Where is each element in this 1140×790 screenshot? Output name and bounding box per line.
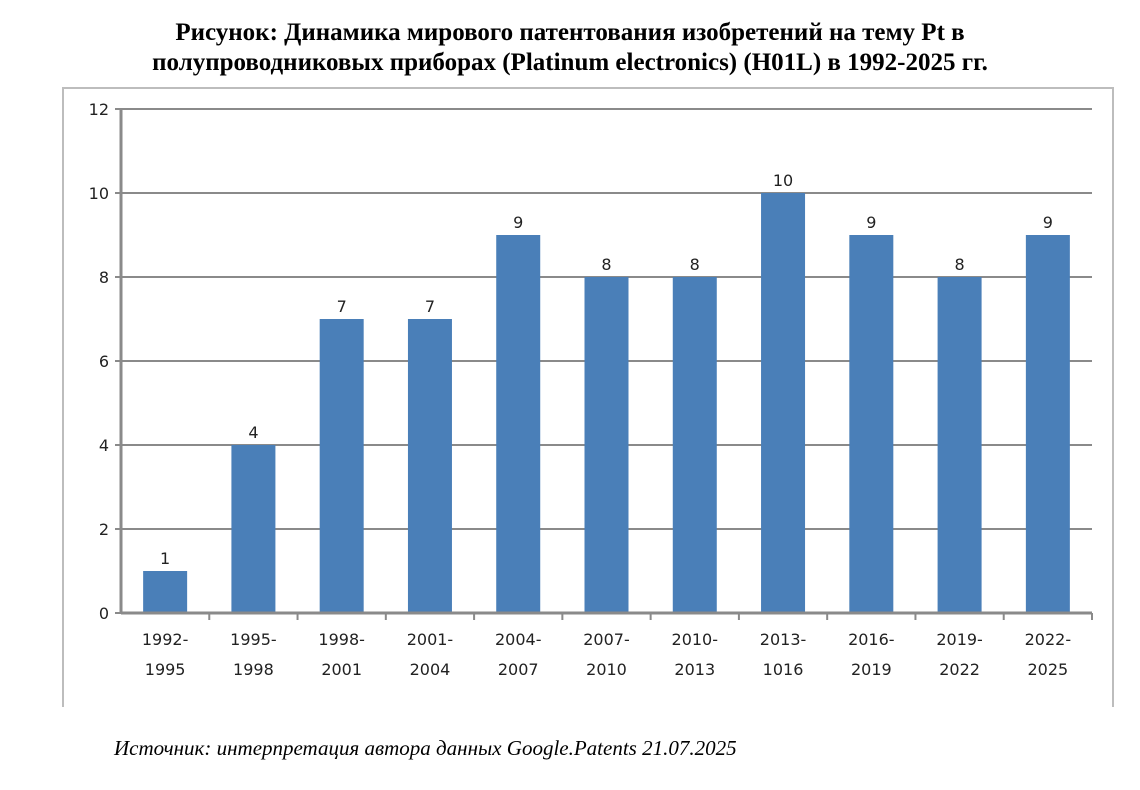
x-tick-label: 2016-	[848, 630, 895, 649]
data-label: 9	[1043, 213, 1053, 232]
data-label: 9	[513, 213, 523, 232]
bar	[849, 235, 893, 613]
x-tick-label: 2001-	[407, 630, 454, 649]
y-tick-label: 4	[99, 436, 109, 455]
source-note: Источник: интерпретация автора данных Go…	[114, 736, 737, 761]
x-tick-label: 1995	[145, 660, 186, 679]
x-tick-label: 2019-	[936, 630, 983, 649]
y-tick-label: 2	[99, 520, 109, 539]
x-tick-label: 2013	[674, 660, 715, 679]
x-tick-label: 2019	[851, 660, 892, 679]
data-label: 4	[248, 423, 258, 442]
x-tick-label: 2010	[586, 660, 627, 679]
data-label: 1	[160, 549, 170, 568]
data-label: 9	[866, 213, 876, 232]
bar	[585, 277, 629, 613]
data-label: 7	[425, 297, 435, 316]
x-tick-label: 1016	[763, 660, 804, 679]
bar	[496, 235, 540, 613]
bar	[761, 193, 805, 613]
x-tick-label: 2004	[410, 660, 451, 679]
x-tick-label: 2022-	[1025, 630, 1072, 649]
bar	[1026, 235, 1070, 613]
y-tick-label: 6	[99, 352, 109, 371]
x-tick-label: 2010-	[672, 630, 719, 649]
x-tick-label: 2013-	[760, 630, 807, 649]
x-tick-label: 1998	[233, 660, 274, 679]
y-tick-label: 8	[99, 268, 109, 287]
data-label: 7	[337, 297, 347, 316]
x-tick-label: 2025	[1028, 660, 1069, 679]
x-tick-label: 1992-	[142, 630, 189, 649]
data-label: 10	[773, 171, 793, 190]
x-tick-label: 2007-	[583, 630, 630, 649]
x-tick-label: 1995-	[230, 630, 277, 649]
data-label: 8	[601, 255, 611, 274]
bar	[320, 319, 364, 613]
y-tick-label: 10	[89, 184, 109, 203]
bar	[673, 277, 717, 613]
bar	[143, 571, 187, 613]
x-tick-label: 1998-	[318, 630, 365, 649]
data-label: 8	[954, 255, 964, 274]
y-tick-label: 0	[99, 604, 109, 623]
bar	[231, 445, 275, 613]
x-tick-label: 2007	[498, 660, 539, 679]
y-tick-label: 12	[89, 100, 109, 119]
x-tick-label: 2022	[939, 660, 980, 679]
bar	[938, 277, 982, 613]
data-label: 8	[690, 255, 700, 274]
x-tick-label: 2004-	[495, 630, 542, 649]
x-tick-label: 2001	[321, 660, 362, 679]
bar	[408, 319, 452, 613]
